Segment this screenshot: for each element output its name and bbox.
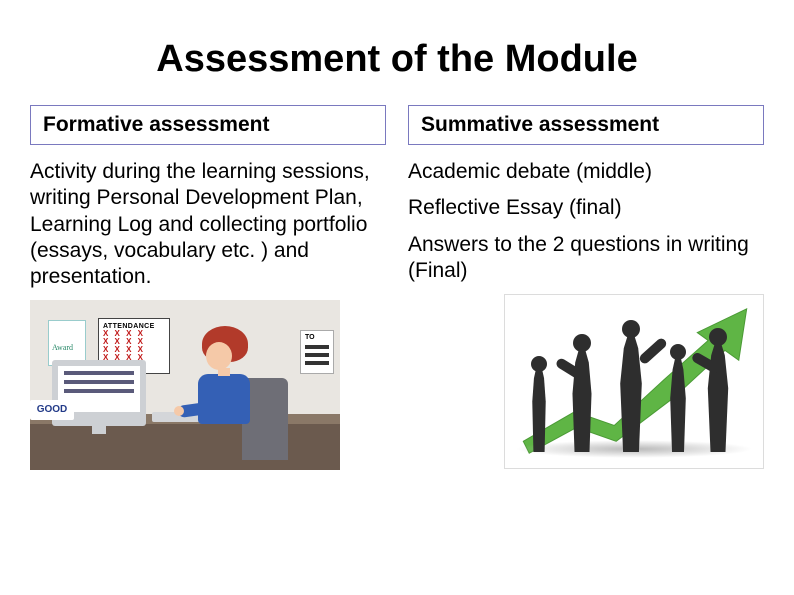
screen-line <box>64 371 134 375</box>
monitor-stand <box>92 426 106 434</box>
poster-line <box>305 345 329 349</box>
slide: Assessment of the Module Formative asses… <box>0 0 794 595</box>
formative-body-text: Activity during the learning sessions, w… <box>30 159 386 290</box>
illustration-growth <box>504 294 764 469</box>
formative-body: Activity during the learning sessions, w… <box>30 159 386 290</box>
poster-right: TO <box>300 330 334 374</box>
silhouette-head <box>670 344 686 360</box>
screen-line <box>64 380 134 384</box>
summative-item-1: Academic debate (middle) <box>408 159 764 185</box>
summative-item-2: Reflective Essay (final) <box>408 195 764 221</box>
good-badge: GOOD <box>30 400 74 420</box>
illustration-inner <box>505 295 763 468</box>
poster-right-header: TO <box>305 334 333 341</box>
poster-line <box>305 361 329 365</box>
summative-body: Academic debate (middle) Reflective Essa… <box>408 159 764 284</box>
silhouette-head <box>573 334 591 352</box>
poster-line <box>305 353 329 357</box>
desk <box>30 424 340 470</box>
right-column: Summative assessment Academic debate (mi… <box>408 105 764 470</box>
silhouette-head <box>709 328 727 346</box>
person-torso <box>198 374 250 424</box>
slide-title: Assessment of the Module <box>30 38 764 81</box>
summative-item-3: Answers to the 2 questions in writing (F… <box>408 232 764 285</box>
left-column: Formative assessment Activity during the… <box>30 105 386 470</box>
columns: Formative assessment Activity during the… <box>30 105 764 470</box>
formative-header: Formative assessment <box>30 105 386 145</box>
illustration-woman-desk: ATTENDANCE X X X X X X X X X X X X X X X… <box>30 300 340 470</box>
summative-header: Summative assessment <box>408 105 764 145</box>
silhouette-head <box>531 356 547 372</box>
screen-line <box>64 389 134 393</box>
silhouette-head <box>622 320 640 338</box>
